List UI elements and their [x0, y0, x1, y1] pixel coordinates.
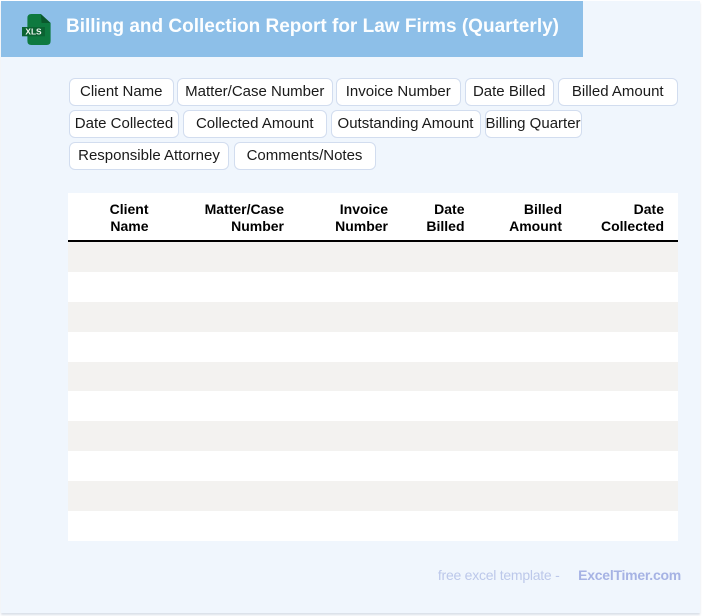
- svg-text:XLS: XLS: [25, 27, 42, 37]
